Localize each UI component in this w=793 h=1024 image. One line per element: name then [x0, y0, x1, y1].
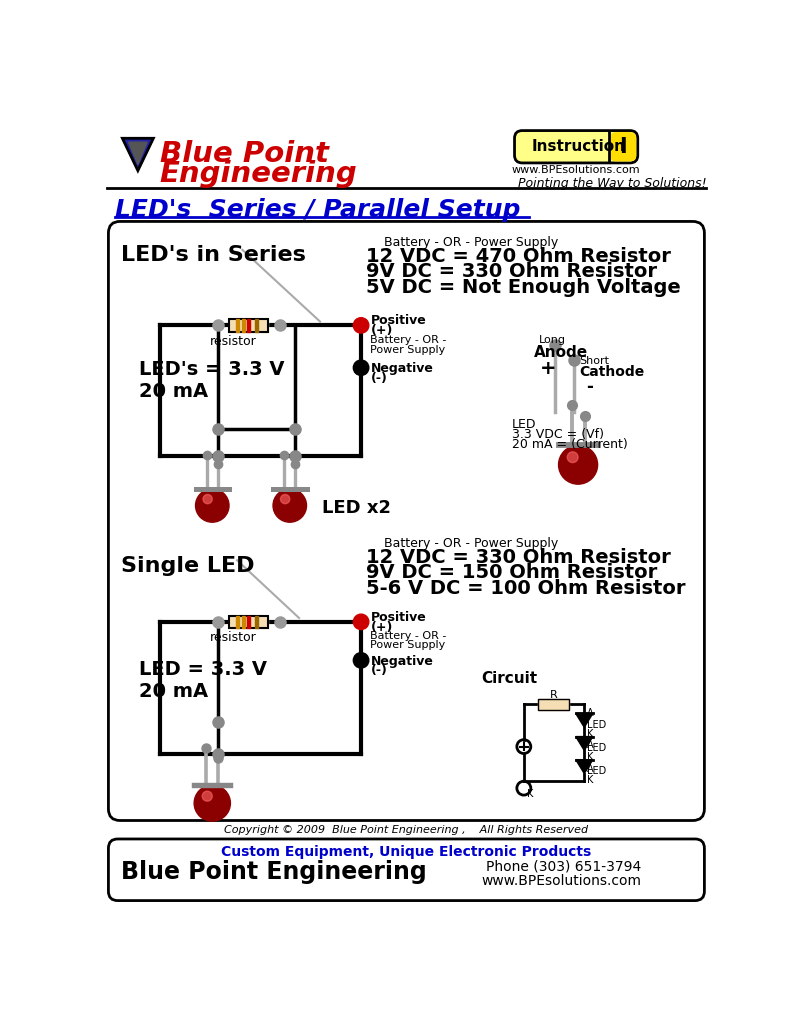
Text: (-): (-)	[370, 372, 387, 385]
Text: R: R	[550, 690, 557, 700]
Text: Negative: Negative	[370, 362, 433, 376]
Text: Short: Short	[580, 356, 610, 367]
Text: (-): (-)	[370, 665, 387, 677]
Text: -: -	[587, 378, 593, 395]
Bar	[247, 615, 251, 628]
Text: Instruction: Instruction	[531, 139, 626, 155]
Text: I: I	[619, 137, 626, 157]
Text: +: +	[540, 359, 557, 378]
Text: 20 mA = (Current): 20 mA = (Current)	[512, 438, 628, 451]
Text: Pointing the Way to Solutions!: Pointing the Way to Solutions!	[518, 177, 707, 189]
Circle shape	[202, 792, 213, 801]
FancyBboxPatch shape	[515, 131, 638, 163]
Bar	[229, 615, 268, 628]
Text: 5-6 V DC = 100 Ohm Resistor: 5-6 V DC = 100 Ohm Resistor	[366, 579, 686, 598]
Bar	[242, 615, 245, 628]
Text: (+): (+)	[370, 324, 393, 337]
Text: www.BPEsolutions.com: www.BPEsolutions.com	[511, 165, 640, 175]
Text: 12 VDC = 330 Ohm Resistor: 12 VDC = 330 Ohm Resistor	[366, 548, 671, 567]
Text: Battery - OR - Power Supply: Battery - OR - Power Supply	[385, 237, 558, 249]
Circle shape	[194, 785, 231, 821]
Text: Copyright © 2009  Blue Point Engineering ,    All Rights Reserved: Copyright © 2009 Blue Point Engineering …	[224, 825, 588, 836]
Bar	[538, 698, 569, 710]
Text: LED's  Series / Parallel Setup: LED's Series / Parallel Setup	[115, 199, 520, 222]
Text: Power Supply: Power Supply	[370, 640, 446, 650]
Bar	[242, 319, 245, 332]
Bar	[229, 319, 268, 332]
Circle shape	[281, 495, 289, 504]
Text: 9V DC = 150 Ohm Resistor: 9V DC = 150 Ohm Resistor	[366, 563, 657, 583]
Bar	[236, 319, 239, 332]
Polygon shape	[576, 714, 593, 727]
Text: A: A	[588, 708, 594, 718]
Bar	[229, 319, 268, 332]
Text: 12 VDC = 470 Ohm Resistor: 12 VDC = 470 Ohm Resistor	[366, 247, 672, 266]
Text: LED: LED	[588, 766, 607, 776]
Text: K: K	[527, 788, 534, 799]
Text: LED: LED	[588, 720, 607, 730]
Text: Engineering: Engineering	[159, 160, 358, 187]
Polygon shape	[122, 138, 153, 171]
Text: resistor: resistor	[210, 631, 257, 644]
Text: Power Supply: Power Supply	[370, 345, 446, 354]
Text: resistor: resistor	[210, 336, 257, 348]
Text: Blue Point Engineering: Blue Point Engineering	[121, 860, 427, 884]
Text: 5V DC = Not Enough Voltage: 5V DC = Not Enough Voltage	[366, 278, 681, 297]
Text: K
A: K A	[588, 729, 594, 751]
Circle shape	[558, 445, 598, 484]
Circle shape	[354, 652, 369, 668]
Polygon shape	[576, 736, 593, 751]
Circle shape	[203, 495, 213, 504]
Text: Positive: Positive	[370, 611, 426, 624]
Text: LED: LED	[512, 418, 537, 431]
Text: Long: Long	[539, 336, 566, 345]
Text: 3.3 VDC = (Vf): 3.3 VDC = (Vf)	[512, 428, 604, 440]
Text: Battery - OR - Power Supply: Battery - OR - Power Supply	[385, 538, 558, 550]
Text: Positive: Positive	[370, 313, 426, 327]
Text: Battery - OR -: Battery - OR -	[370, 631, 446, 641]
Circle shape	[273, 488, 307, 522]
Text: LED's = 3.3 V
20 mA: LED's = 3.3 V 20 mA	[140, 360, 285, 401]
Bar	[229, 615, 268, 628]
Text: Single LED: Single LED	[121, 556, 255, 575]
Text: LED's in Series: LED's in Series	[121, 245, 305, 264]
Text: Negative: Negative	[370, 655, 433, 668]
Text: LED x2: LED x2	[322, 499, 391, 517]
Text: 9V DC = 330 Ohm Resistor: 9V DC = 330 Ohm Resistor	[366, 262, 657, 282]
Text: Battery - OR -: Battery - OR -	[370, 336, 446, 345]
Text: Phone (303) 651-3794: Phone (303) 651-3794	[486, 860, 642, 873]
Text: Anode: Anode	[534, 345, 588, 360]
Text: K
A: K A	[588, 752, 594, 773]
Circle shape	[354, 614, 369, 630]
Circle shape	[196, 488, 229, 522]
Bar	[255, 615, 258, 628]
Text: Cathode: Cathode	[579, 365, 644, 379]
Circle shape	[354, 317, 369, 333]
FancyBboxPatch shape	[610, 132, 636, 162]
Circle shape	[354, 360, 369, 376]
Bar	[247, 319, 251, 332]
Text: Circuit: Circuit	[481, 671, 538, 686]
Bar	[255, 319, 258, 332]
Text: www.BPEsolutions.com: www.BPEsolutions.com	[481, 873, 642, 888]
Text: K: K	[588, 775, 594, 785]
Polygon shape	[576, 760, 593, 773]
Text: LED: LED	[588, 742, 607, 753]
Text: Blue Point: Blue Point	[159, 140, 328, 168]
Circle shape	[567, 452, 578, 463]
Text: (+): (+)	[370, 622, 393, 634]
Text: LED = 3.3 V
20 mA: LED = 3.3 V 20 mA	[140, 660, 267, 701]
Bar	[538, 698, 569, 710]
Polygon shape	[128, 142, 147, 165]
Text: Custom Equipment, Unique Electronic Products: Custom Equipment, Unique Electronic Prod…	[221, 845, 591, 859]
Bar	[236, 615, 239, 628]
